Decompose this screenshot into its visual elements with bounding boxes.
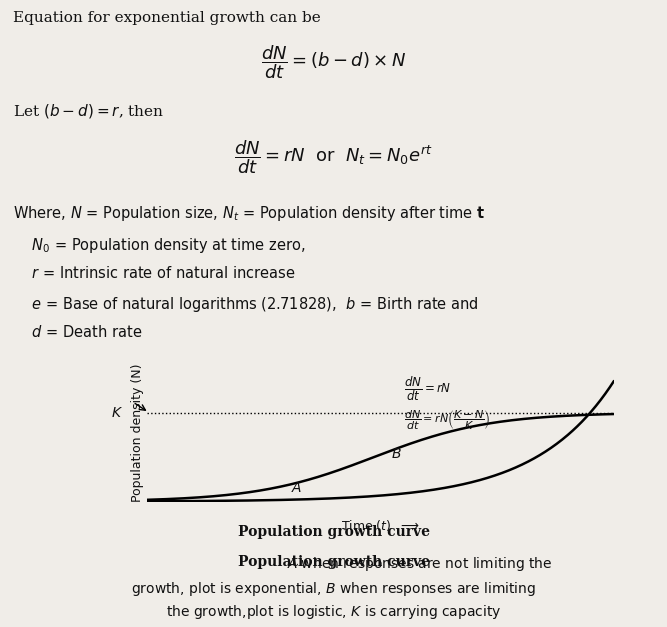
Text: Equation for exponential growth can be: Equation for exponential growth can be (13, 11, 321, 25)
Text: Population growth curve: Population growth curve (237, 525, 430, 539)
Text: $\dfrac{dN}{dt} = rN\left(\dfrac{K-N}{K}\right)$: $\dfrac{dN}{dt} = rN\left(\dfrac{K-N}{K}… (404, 408, 490, 431)
Text: Where, $N$ = Population size, $N_t$ = Population density after time $\mathbf{t}$: Where, $N$ = Population size, $N_t$ = Po… (13, 204, 486, 223)
Text: Population growth curve: Population growth curve (237, 555, 430, 569)
Text: Let $(b - d) = r$, then: Let $(b - d) = r$, then (13, 102, 165, 120)
Text: $A$: $A$ (291, 481, 301, 495)
Text: the growth,plot is logistic, $K$ is carrying capacity: the growth,plot is logistic, $K$ is carr… (166, 603, 501, 621)
Text: $N_0$ = Population density at time zero,: $N_0$ = Population density at time zero, (13, 236, 305, 255)
Text: $\dfrac{dN}{dt} = rN$: $\dfrac{dN}{dt} = rN$ (404, 375, 451, 403)
Text: $\dfrac{dN}{dt} = rN$  or  $N_t = N_0 e^{rt}$: $\dfrac{dN}{dt} = rN$ or $N_t = N_0 e^{r… (234, 138, 433, 176)
Text: $e$ = Base of natural logarithms (2.71828),  $b$ = Birth rate and: $e$ = Base of natural logarithms (2.7182… (13, 295, 479, 314)
Text: growth, plot is exponential, $B$ when responses are limiting: growth, plot is exponential, $B$ when re… (131, 580, 536, 598)
Text: $\dfrac{dN}{dt} = (b - d) \times N$: $\dfrac{dN}{dt} = (b - d) \times N$ (261, 44, 406, 82)
Text: Time ($t$)  $\longrightarrow$: Time ($t$) $\longrightarrow$ (341, 518, 420, 532)
Text: $A$ when responses are not limiting the: $A$ when responses are not limiting the (115, 555, 552, 573)
Text: $r$ = Intrinsic rate of natural increase: $r$ = Intrinsic rate of natural increase (13, 265, 295, 282)
Y-axis label: Population density (N): Population density (N) (131, 364, 144, 502)
Text: $d$ = Death rate: $d$ = Death rate (13, 324, 143, 340)
Text: $B$: $B$ (392, 448, 402, 461)
Text: $K$: $K$ (111, 406, 123, 419)
